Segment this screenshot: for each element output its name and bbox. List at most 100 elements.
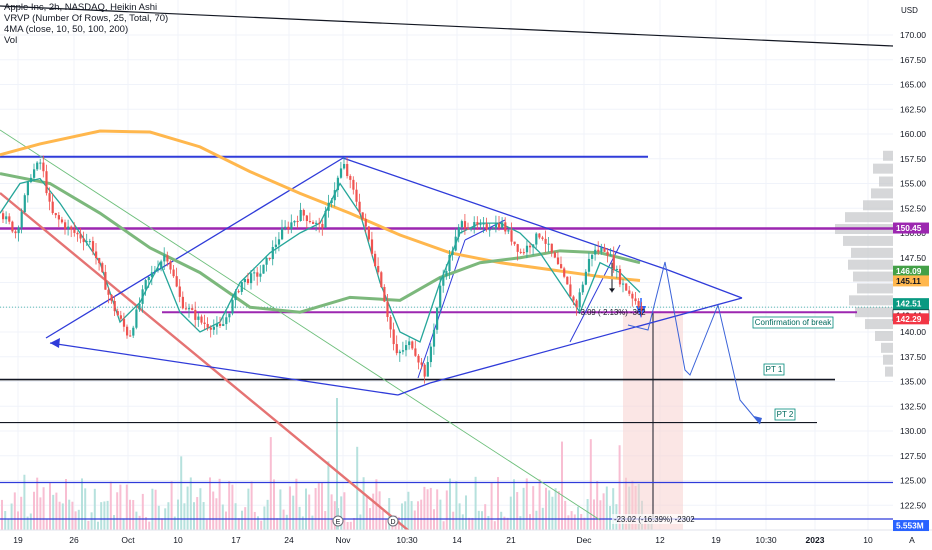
- candle-body: [305, 215, 308, 222]
- volume-bar: [327, 461, 330, 530]
- volume-bar: [77, 509, 80, 530]
- volume-bar: [74, 511, 77, 530]
- volume-bar: [17, 511, 19, 530]
- candle-body: [392, 329, 395, 345]
- candle-body: [184, 308, 188, 310]
- volume-bar: [362, 477, 365, 530]
- y-tick-label-19: 122.50: [900, 500, 926, 510]
- candle-body: [17, 227, 20, 234]
- volume-bar: [401, 503, 403, 530]
- candle-body: [256, 272, 259, 277]
- volume-profile-bar: [843, 235, 893, 246]
- candle-body: [358, 201, 361, 213]
- candle-body: [274, 244, 277, 248]
- candle-body: [138, 303, 141, 310]
- pt2-note-box: [774, 408, 796, 421]
- indicator-vol[interactable]: Vol: [4, 35, 18, 46]
- candle-body: [76, 232, 79, 235]
- x-tick-label-0: 19: [13, 535, 23, 545]
- candle-body: [547, 243, 550, 245]
- volume-bar: [129, 499, 131, 530]
- volume-bar: [1, 499, 3, 530]
- pattern-arrow-left: [50, 338, 60, 348]
- volume-bar: [535, 510, 538, 530]
- candle-body: [243, 278, 246, 283]
- candle-body: [113, 300, 116, 312]
- candle-body: [606, 251, 609, 256]
- y-tick-label-3: 162.50: [900, 104, 926, 114]
- candle-body: [600, 247, 603, 252]
- volume-bar: [484, 504, 487, 530]
- candle-body: [160, 261, 163, 269]
- volume-bar: [442, 521, 445, 530]
- candle-body: [299, 209, 302, 222]
- volume-bar: [458, 503, 461, 530]
- candle-body: [386, 301, 389, 317]
- candle-body: [157, 268, 160, 271]
- volume-bar: [436, 489, 439, 530]
- volume-bar: [365, 496, 368, 530]
- candle-body: [380, 272, 383, 287]
- volume-bar: [612, 488, 615, 530]
- volume-bar: [308, 494, 311, 530]
- symbol-line[interactable]: Apple Inc, 2h, NASDAQ, Heikin Ashi: [4, 2, 158, 13]
- y-tick-label-15: 132.50: [900, 401, 926, 411]
- candle-body: [370, 239, 374, 254]
- candle-body: [581, 284, 584, 293]
- indicator-vrvp[interactable]: VRVP (Number Of Rows, 25, Total, 70): [4, 13, 169, 24]
- volume-bar: [589, 439, 592, 530]
- volume-bar: [97, 521, 99, 530]
- x-tick-label-6: Nov: [335, 535, 351, 545]
- candle-body: [237, 291, 240, 293]
- indicator-ma[interactable]: 4MA (close, 10, 50, 100, 200): [4, 24, 129, 35]
- candle-body: [615, 268, 618, 270]
- volume-bar: [413, 510, 416, 530]
- measure-boxes: [609, 262, 683, 530]
- pattern-top-right: [342, 157, 669, 271]
- candle-body: [228, 313, 231, 318]
- candle-body: [622, 283, 625, 285]
- x-tick-label-8: 14: [452, 535, 462, 545]
- candle-body: [129, 335, 132, 337]
- volume-bar: [580, 514, 583, 530]
- volume-bar: [93, 488, 96, 530]
- volume-bar: [500, 511, 503, 530]
- candle-body: [408, 341, 411, 346]
- volume-bar: [225, 511, 227, 530]
- volume-profile-bar: [853, 271, 893, 282]
- volume-bar: [189, 477, 192, 530]
- volume-bar: [593, 499, 595, 530]
- volume-bar: [445, 490, 448, 530]
- price-badge-label-2: 145.11: [896, 276, 921, 286]
- volume-bar: [359, 514, 362, 530]
- candle-body: [318, 222, 321, 224]
- volume-bar: [180, 456, 183, 530]
- candle-body: [436, 307, 439, 330]
- candle-body: [5, 216, 8, 220]
- volume-bar: [269, 437, 272, 530]
- candle-body: [240, 282, 243, 292]
- candle-body: [67, 226, 70, 229]
- candle-body: [612, 255, 615, 270]
- volume-bar: [161, 518, 163, 530]
- candle-body: [39, 162, 42, 164]
- moving-averages: [0, 129, 641, 343]
- time-axis[interactable]: 19 26 Oct 10 17 24 Nov 10:30 14 21 Dec 12 19 10:30 202…: [0, 529, 932, 550]
- volume-profile-bar: [845, 212, 893, 223]
- volume-bar: [260, 520, 263, 530]
- candle-body: [287, 226, 290, 230]
- candle-body: [411, 341, 414, 349]
- candle-body: [271, 247, 274, 260]
- candle-body: [454, 236, 457, 251]
- candle-body: [135, 309, 138, 328]
- candle-body: [265, 257, 268, 265]
- candle-body: [637, 301, 640, 307]
- volume-bar: [321, 482, 323, 530]
- candle-body: [45, 171, 48, 194]
- candle-body: [485, 223, 488, 230]
- candle-body: [541, 237, 544, 239]
- candle-body: [519, 251, 522, 253]
- y-tick-label-6: 155.00: [900, 179, 926, 189]
- candle-body: [42, 162, 45, 172]
